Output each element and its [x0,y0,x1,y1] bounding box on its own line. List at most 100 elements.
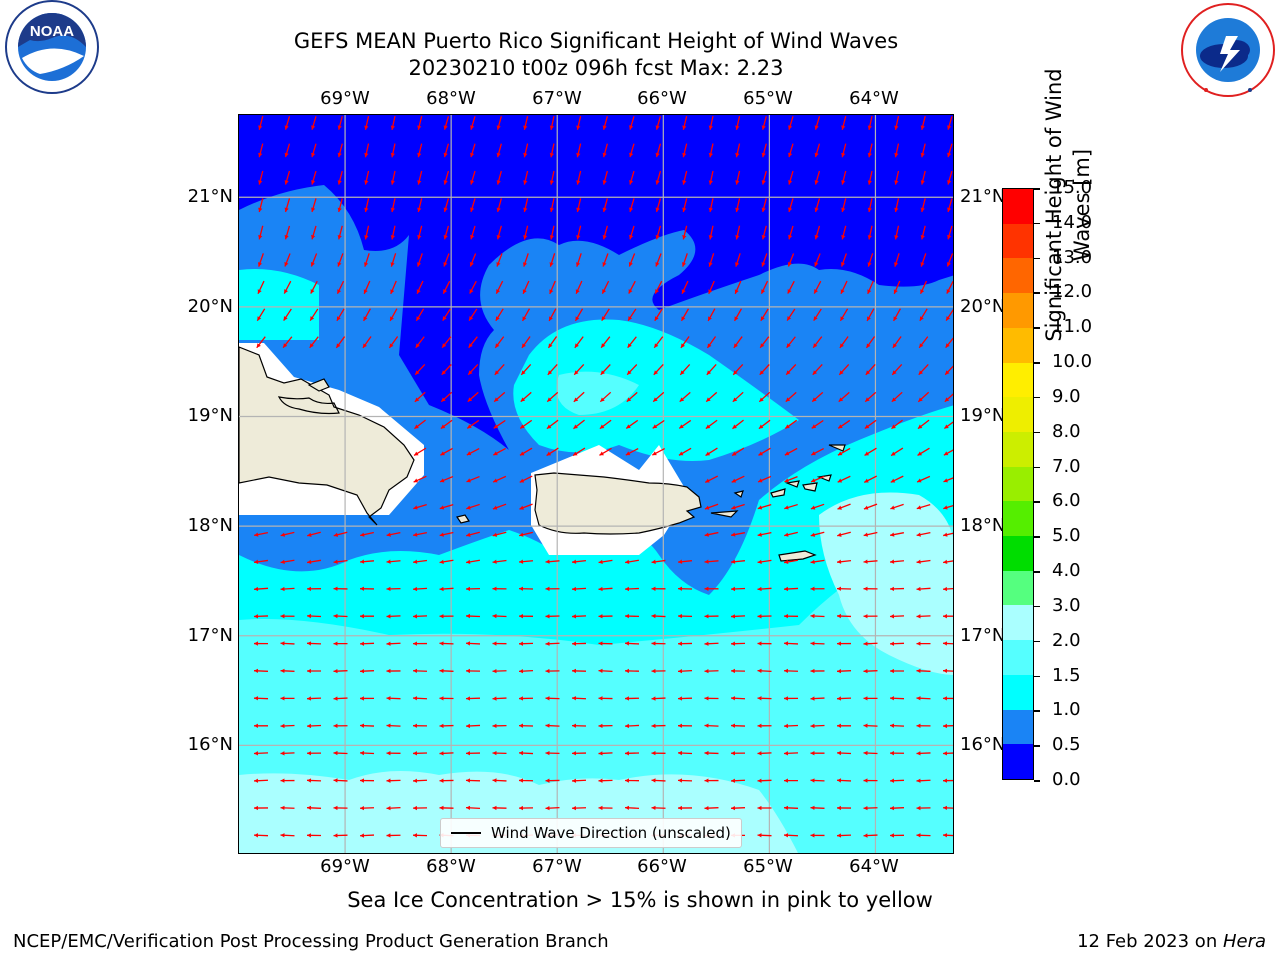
wave-arrow [413,503,427,510]
wave-arrow [704,586,719,591]
wave-arrow [545,586,560,591]
wave-arrow [757,504,772,510]
wave-arrow [492,696,507,701]
wave-arrow [359,833,375,838]
wave-arrow [920,198,926,213]
wave-arrow [812,364,823,376]
wave-arrow [918,364,929,376]
wave-arrow [545,750,560,756]
wave-arrow [651,613,666,619]
legend-label: Wind Wave Direction (unscaled) [491,824,731,842]
wave-arrow [867,143,873,158]
wave-arrow [677,613,693,619]
wave-arrow [757,559,772,564]
wave-arrow [786,308,796,322]
lon-label-bottom: 64°W [849,856,899,877]
wave-arrow [704,641,719,646]
wave-arrow [942,696,953,701]
colorbar-tick-label: 10.0 [1052,351,1093,373]
wave-arrow [810,833,825,838]
wave-arrow [916,586,931,592]
wave-arrow [757,641,772,646]
colorbar-tick-mark [1034,292,1040,294]
wave-arrow [708,198,714,213]
wave-arrow [599,419,612,430]
wave-arrow [732,419,744,430]
colorbar-tick-label: 13.0 [1052,246,1093,268]
wave-arrow [624,668,640,674]
colorbar-tick-label: 4.0 [1052,560,1081,582]
wave-arrow [841,198,847,213]
wave-arrow [837,475,851,483]
wave-arrow [757,614,772,619]
wave-arrow [651,559,666,564]
wave-arrow [919,308,928,322]
wave-arrow [283,308,292,322]
lon-label-top: 68°W [426,88,476,109]
wave-arrow [602,170,608,185]
wave-arrow [253,751,269,756]
wave-arrow [280,805,295,811]
wave-arrow [416,253,423,267]
virgin-islands [710,444,846,518]
wave-arrow [520,391,532,403]
wave-arrow [624,613,640,619]
wave-arrow [576,198,582,213]
wave-arrow [466,475,480,483]
wave-height-map[interactable] [238,114,954,854]
wave-arrow [468,336,478,349]
wave-arrow [890,532,904,537]
wave-arrow [788,198,794,213]
wave-arrow [788,225,794,240]
wave-arrow [788,143,794,158]
wave-arrow [465,559,481,565]
wave-arrow [651,641,666,646]
lon-label-bottom: 67°W [532,856,582,877]
wave-arrow [677,696,693,701]
wave-arrow [863,475,878,483]
wave-arrow [865,363,876,376]
wave-arrow [784,447,798,456]
wave-arrow [280,531,295,537]
wave-arrow [894,143,900,158]
wave-arrow [253,614,269,619]
wave-arrow [947,143,953,158]
wave-arrow [867,225,873,240]
wave-arrow [545,696,560,701]
wave-arrow [942,586,953,592]
wave-arrow [333,696,348,701]
wave-arrow [838,363,850,376]
wave-arrow [894,225,900,240]
wave-arrow [253,668,269,674]
wave-arrow [916,532,931,537]
wave-arrow [628,253,636,267]
wave-arrow [333,833,348,838]
wave-arrow [624,805,640,811]
wave-arrow [731,475,745,483]
wave-arrow [466,503,480,510]
wave-arrow [812,336,823,349]
wave-arrow [783,559,799,565]
wave-arrow [439,531,454,537]
wave-arrow [364,116,370,130]
wave-arrow [784,531,798,537]
wave-arrow [655,170,662,185]
wave-arrow [549,280,556,295]
wave-arrow [889,696,905,701]
wave-arrow [284,198,291,213]
wave-arrow [602,198,608,213]
wave-arrow [333,641,348,646]
wave-arrow [333,586,348,591]
wave-arrow [942,751,953,756]
wave-arrow [708,280,715,295]
wave-arrow [837,447,851,456]
wave-arrow [813,280,822,294]
wave-arrow [761,198,767,213]
wave-arrow [416,280,424,295]
wave-arrow [549,143,555,158]
wave-arrow [814,225,821,240]
wave-arrow [467,364,479,376]
wave-arrow [917,391,930,403]
wave-arrow [947,170,953,185]
wave-arrow [284,116,291,130]
